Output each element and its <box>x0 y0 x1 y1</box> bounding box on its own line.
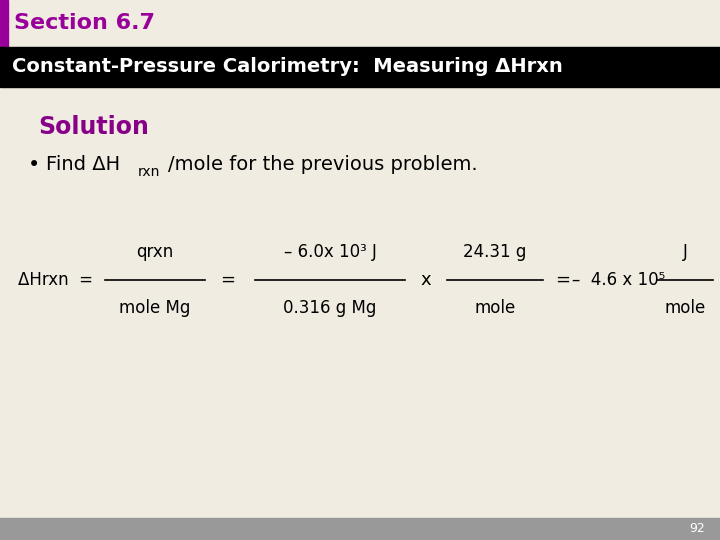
Text: –  4.6 x 10⁵: – 4.6 x 10⁵ <box>572 271 665 289</box>
Text: x: x <box>420 271 431 289</box>
Bar <box>0 518 720 540</box>
Text: Solution: Solution <box>38 115 149 139</box>
Text: mole: mole <box>665 299 706 317</box>
Text: Section 6.7: Section 6.7 <box>14 13 155 33</box>
Bar <box>0 0 8 47</box>
Text: =: = <box>220 271 235 289</box>
Text: mole: mole <box>474 299 516 317</box>
Text: Constant-Pressure Calorimetry:  Measuring ΔHrxn: Constant-Pressure Calorimetry: Measuring… <box>12 57 563 77</box>
Text: /mole for the previous problem.: /mole for the previous problem. <box>168 156 477 174</box>
Text: ΔHrxn  =: ΔHrxn = <box>18 271 93 289</box>
Text: •: • <box>28 155 40 175</box>
Text: Find ΔH: Find ΔH <box>46 156 120 174</box>
Text: 24.31 g: 24.31 g <box>463 243 527 261</box>
Text: – 6.0x 10³ J: – 6.0x 10³ J <box>284 243 377 261</box>
Text: J: J <box>683 243 688 261</box>
Bar <box>0 47 720 87</box>
Text: mole Mg: mole Mg <box>120 299 191 317</box>
Text: qrxn: qrxn <box>136 243 174 261</box>
Text: rxn: rxn <box>138 165 161 179</box>
Text: 92: 92 <box>689 523 705 536</box>
Text: 0.316 g Mg: 0.316 g Mg <box>283 299 377 317</box>
Text: =: = <box>555 271 570 289</box>
